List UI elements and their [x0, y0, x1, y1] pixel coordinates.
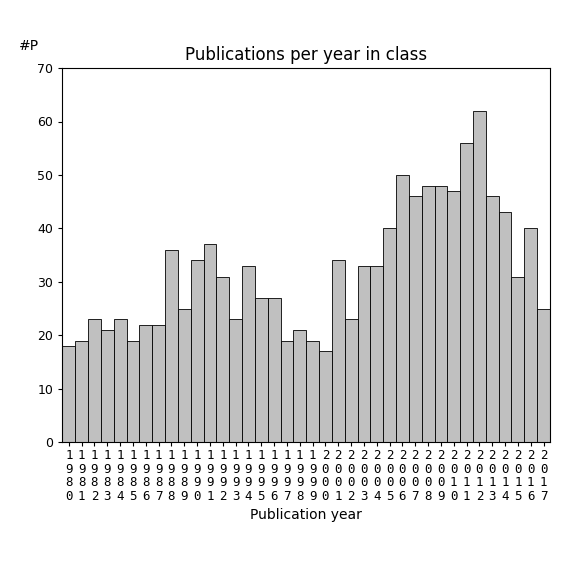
Bar: [281, 341, 293, 442]
Bar: [409, 196, 422, 442]
Bar: [498, 213, 511, 442]
Bar: [204, 244, 217, 442]
Bar: [242, 266, 255, 442]
Bar: [126, 341, 139, 442]
Bar: [114, 319, 126, 442]
Bar: [370, 266, 383, 442]
Text: #P: #P: [19, 39, 39, 53]
Bar: [306, 341, 319, 442]
Bar: [537, 308, 550, 442]
Bar: [217, 277, 229, 442]
Title: Publications per year in class: Publications per year in class: [185, 46, 428, 64]
Bar: [191, 260, 204, 442]
Bar: [447, 191, 460, 442]
Bar: [229, 319, 242, 442]
Bar: [473, 111, 486, 442]
Bar: [358, 266, 370, 442]
Bar: [152, 325, 165, 442]
Bar: [434, 185, 447, 442]
Bar: [524, 229, 537, 442]
Bar: [268, 298, 281, 442]
Bar: [460, 143, 473, 442]
Bar: [255, 298, 268, 442]
Bar: [486, 196, 498, 442]
Bar: [293, 330, 306, 442]
Bar: [511, 277, 524, 442]
X-axis label: Publication year: Publication year: [250, 508, 362, 522]
Bar: [345, 319, 358, 442]
Bar: [383, 229, 396, 442]
Bar: [319, 352, 332, 442]
Bar: [396, 175, 409, 442]
Bar: [88, 319, 101, 442]
Bar: [101, 330, 114, 442]
Bar: [75, 341, 88, 442]
Bar: [332, 260, 345, 442]
Bar: [422, 185, 434, 442]
Bar: [139, 325, 152, 442]
Bar: [62, 346, 75, 442]
Bar: [165, 250, 178, 442]
Bar: [178, 308, 191, 442]
